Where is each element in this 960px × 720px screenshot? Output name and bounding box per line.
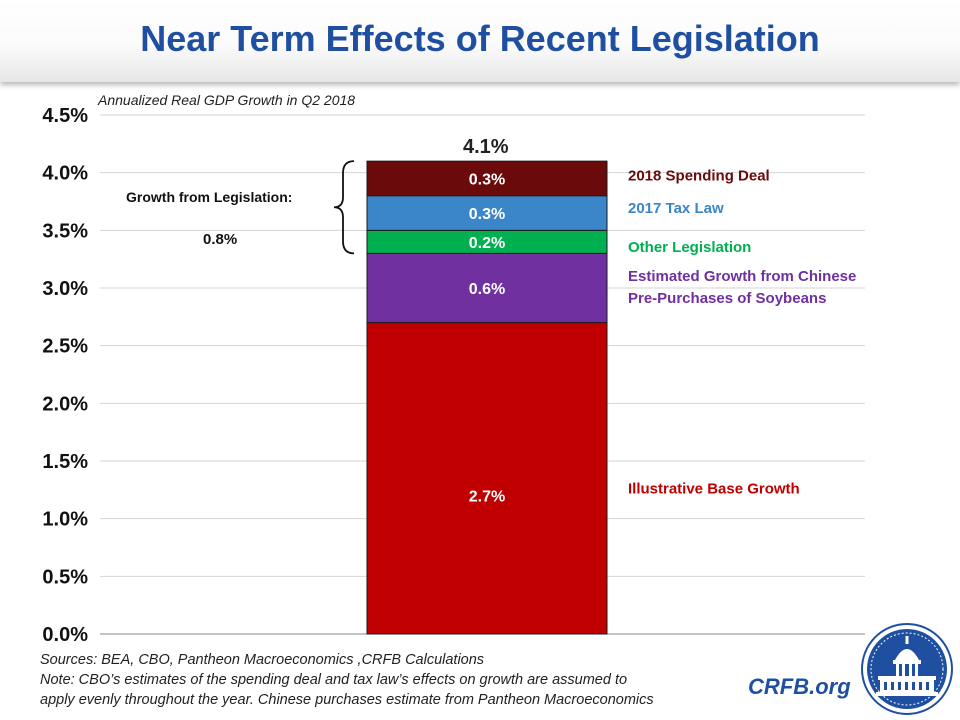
segment-value-labels: 2.7% 0.6% 0.2% 0.3% 0.3% [469,171,505,505]
y-axis-tick-labels: 0.0% 0.5% 1.0% 1.5% 2.0% 2.5% 3.0% 3.5% 4.0% 4.5% [42,105,88,646]
segment-category-line: Illustrative Base Growth [628,480,800,497]
y-tick-label: 0.0% [42,624,88,646]
bar-segment [366,195,608,231]
chart-subtitle: Annualized Real GDP Growth in Q2 2018 [98,92,356,108]
site-link[interactable]: CRFB.org [748,674,851,699]
y-tick-label: 1.0% [42,509,88,531]
note-line-1: Note: CBO’s estimates of the spending de… [40,672,628,688]
legislation-growth-label: Growth from Legislation: [126,189,293,205]
note-line-2: apply evenly throughout the year. Chines… [40,692,654,708]
segment-value-label: 0.6% [469,281,505,298]
segment-category-label: Other Legislation [628,239,751,256]
capitol-seal-icon [861,623,953,715]
segment-category-line: Estimated Growth from Chinese [628,268,856,285]
segment-category-line: Pre-Purchases of Soybeans [628,290,826,307]
segment-category-line: 2018 Spending Deal [628,167,770,184]
segment-value-label: 0.2% [469,235,505,252]
bar-segment [366,252,608,324]
segment-category-label: 2017 Tax Law [628,200,724,217]
segment-category-label: Estimated Growth from Chinese Pre-Purchas… [628,268,856,307]
y-tick-label: 0.5% [42,566,88,588]
bar-segment [366,160,608,197]
y-tick-label: 3.5% [42,220,88,242]
y-tick-label: 2.5% [42,336,88,358]
y-tick-label: 4.5% [42,105,88,127]
y-tick-label: 4.0% [42,163,88,185]
bar-segments [366,160,608,635]
segment-labels: Illustrative Base Growth Estimated Growth… [628,167,856,497]
page-title: Near Term Effects of Recent Legislation [140,18,820,59]
footnotes: Sources: BEA, CBO, Pantheon Macroeconomi… [40,650,760,710]
segment-value-label: 0.3% [469,171,505,188]
legislation-bracket [333,160,355,255]
segment-category-line: Other Legislation [628,239,751,256]
sources-note: Sources: BEA, CBO, Pantheon Macroeconomi… [40,652,485,668]
y-tick-label: 2.0% [42,393,88,415]
segment-value-label: 2.7% [469,488,505,505]
bar-segment [366,322,608,635]
y-tick-label: 3.0% [42,278,88,300]
y-tick-label: 1.5% [42,451,88,473]
segment-category-label: Illustrative Base Growth [628,480,800,497]
legislation-growth-value: 0.8% [203,231,238,248]
total-value-label: 4.1% [463,136,509,158]
title-bar: Near Term Effects of Recent Legislation [0,0,960,82]
segment-category-label: 2018 Spending Deal [628,167,770,184]
segment-value-label: 0.3% [469,206,505,223]
segment-category-line: 2017 Tax Law [628,200,724,217]
